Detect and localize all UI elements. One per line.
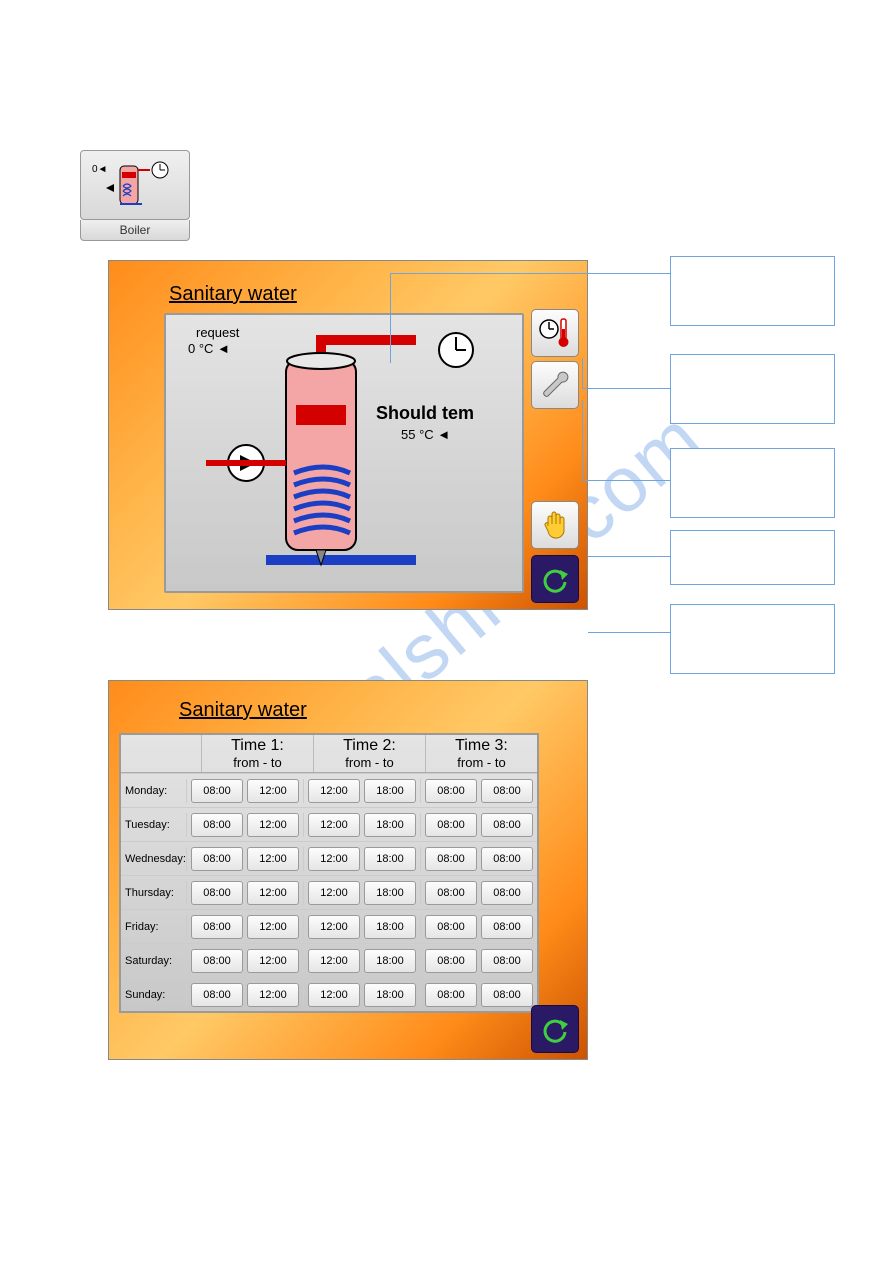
callout-1 bbox=[670, 256, 835, 326]
time-cell[interactable]: 08:00 bbox=[191, 915, 243, 939]
time-cell[interactable]: 08:00 bbox=[425, 949, 477, 973]
schedule-table: Time 1: from - to Time 2: from - to Time… bbox=[119, 733, 539, 1013]
time2-sub: from - to bbox=[314, 755, 425, 770]
time-cell[interactable]: 08:00 bbox=[425, 847, 477, 871]
schedule-row: Monday:08:0012:0012:0018:0008:0008:00 bbox=[121, 773, 537, 807]
schedule-header-row: Time 1: from - to Time 2: from - to Time… bbox=[121, 735, 537, 773]
time-cell[interactable]: 08:00 bbox=[425, 915, 477, 939]
hand-button[interactable] bbox=[531, 501, 579, 549]
boiler-left-marker: 0◄ bbox=[92, 164, 107, 175]
schedule-row: Friday:08:0012:0012:0018:0008:0008:00 bbox=[121, 909, 537, 943]
time-cell[interactable]: 12:00 bbox=[247, 983, 299, 1007]
time3-header: Time 3: bbox=[426, 737, 537, 755]
boiler-label: Boiler bbox=[80, 220, 190, 241]
time-cell[interactable]: 12:00 bbox=[308, 881, 360, 905]
callout-4 bbox=[670, 530, 835, 585]
time-cell[interactable]: 18:00 bbox=[364, 983, 416, 1007]
time-cell[interactable]: 12:00 bbox=[308, 813, 360, 837]
schedule-row: Sunday:08:0012:0012:0018:0008:0008:00 bbox=[121, 977, 537, 1011]
time-cell[interactable]: 08:00 bbox=[481, 847, 533, 871]
time-cell[interactable]: 08:00 bbox=[481, 983, 533, 1007]
day-label: Friday: bbox=[121, 921, 186, 933]
time-cell[interactable]: 08:00 bbox=[191, 813, 243, 837]
schedule-row: Saturday:08:0012:0012:0018:0008:0008:00 bbox=[121, 943, 537, 977]
time1-sub: from - to bbox=[202, 755, 313, 770]
time-cell[interactable]: 12:00 bbox=[247, 813, 299, 837]
time-cell[interactable]: 12:00 bbox=[247, 881, 299, 905]
wrench-button[interactable] bbox=[531, 361, 579, 409]
time3-sub: from - to bbox=[426, 755, 537, 770]
time-cell[interactable]: 12:00 bbox=[308, 949, 360, 973]
day-label: Sunday: bbox=[121, 989, 186, 1001]
time-cell[interactable]: 18:00 bbox=[364, 847, 416, 871]
callout-5 bbox=[670, 604, 835, 674]
time-cell[interactable]: 08:00 bbox=[481, 949, 533, 973]
time-cell[interactable]: 12:00 bbox=[247, 949, 299, 973]
time-cell[interactable]: 18:00 bbox=[364, 813, 416, 837]
time-cell[interactable]: 18:00 bbox=[364, 949, 416, 973]
time-cell[interactable]: 08:00 bbox=[481, 881, 533, 905]
time-cell[interactable]: 12:00 bbox=[308, 983, 360, 1007]
time-temp-button[interactable] bbox=[531, 309, 579, 357]
sanitary-water-panel: Sanitary water request 0 °C ◄ Should tem… bbox=[108, 260, 588, 610]
time-cell[interactable]: 08:00 bbox=[425, 881, 477, 905]
day-label: Thursday: bbox=[121, 887, 186, 899]
day-label: Tuesday: bbox=[121, 819, 186, 831]
time1-header: Time 1: bbox=[202, 737, 313, 755]
time-cell[interactable]: 08:00 bbox=[191, 983, 243, 1007]
panel2-title: Sanitary water bbox=[179, 699, 307, 722]
time-cell[interactable]: 18:00 bbox=[364, 881, 416, 905]
back-button[interactable] bbox=[531, 555, 579, 603]
time-cell[interactable]: 18:00 bbox=[364, 915, 416, 939]
schedule-row: Wednesday:08:0012:0012:0018:0008:0008:00 bbox=[121, 841, 537, 875]
day-label: Saturday: bbox=[121, 955, 186, 967]
back-button-2[interactable] bbox=[531, 1005, 579, 1053]
day-label: Monday: bbox=[121, 785, 186, 797]
tank-diagram-area: request 0 °C ◄ Should tem 55 °C ◄ bbox=[164, 313, 524, 593]
schedule-row: Tuesday:08:0012:0012:0018:0008:0008:00 bbox=[121, 807, 537, 841]
time2-header: Time 2: bbox=[314, 737, 425, 755]
time-cell[interactable]: 12:00 bbox=[308, 847, 360, 871]
time-cell[interactable]: 12:00 bbox=[247, 915, 299, 939]
time-cell[interactable]: 08:00 bbox=[425, 813, 477, 837]
time-cell[interactable]: 12:00 bbox=[247, 779, 299, 803]
callout-2 bbox=[670, 354, 835, 424]
schedule-panel: Sanitary water Time 1: from - to Time 2:… bbox=[108, 680, 588, 1060]
time-cell[interactable]: 12:00 bbox=[247, 847, 299, 871]
time-cell[interactable]: 08:00 bbox=[481, 915, 533, 939]
panel1-title: Sanitary water bbox=[169, 283, 297, 306]
boiler-icon: 0◄ bbox=[80, 150, 190, 220]
time-cell[interactable]: 12:00 bbox=[308, 779, 360, 803]
time-cell[interactable]: 08:00 bbox=[481, 813, 533, 837]
callout-3 bbox=[670, 448, 835, 518]
time-cell[interactable]: 08:00 bbox=[425, 983, 477, 1007]
time-cell[interactable]: 12:00 bbox=[308, 915, 360, 939]
boiler-menu-button[interactable]: 0◄ Boiler bbox=[80, 150, 190, 241]
time-cell[interactable]: 08:00 bbox=[191, 949, 243, 973]
time-cell[interactable]: 18:00 bbox=[364, 779, 416, 803]
schedule-row: Thursday:08:0012:0012:0018:0008:0008:00 bbox=[121, 875, 537, 909]
time-cell[interactable]: 08:00 bbox=[191, 847, 243, 871]
time-cell[interactable]: 08:00 bbox=[191, 881, 243, 905]
time-cell[interactable]: 08:00 bbox=[425, 779, 477, 803]
time-cell[interactable]: 08:00 bbox=[191, 779, 243, 803]
time-cell[interactable]: 08:00 bbox=[481, 779, 533, 803]
day-label: Wednesday: bbox=[121, 853, 186, 865]
